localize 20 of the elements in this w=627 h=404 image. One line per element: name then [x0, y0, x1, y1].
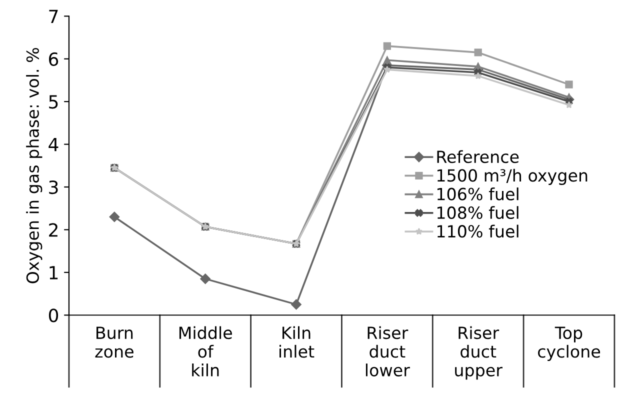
x-tick-label: Riser duct upper — [455, 326, 502, 380]
legend-label: 108% fuel — [437, 206, 518, 219]
x-tick-label: Top cyclone — [538, 326, 600, 362]
x-tick-label: Kiln inlet — [280, 326, 314, 358]
y-axis-title: Oxygen in gas phase: vol. % — [26, 48, 42, 284]
legend-label: 106% fuel — [437, 187, 518, 200]
y-tick-label: 3 — [49, 180, 58, 194]
y-tick-label: 6 — [49, 52, 58, 66]
x-tick-label: Middle of kiln — [179, 326, 232, 376]
legend-label: 1500 m³/h oxygen — [437, 168, 588, 185]
y-tick-label: 4 — [48, 138, 58, 152]
legend-label: Reference — [437, 150, 519, 164]
y-tick-label: 1 — [50, 266, 58, 280]
y-tick-label: 7 — [49, 10, 58, 24]
legend-label: 110% fuel — [437, 224, 518, 238]
x-tick-label: Riser duct lower — [366, 326, 410, 376]
y-tick-label: 5 — [49, 95, 58, 109]
y-tick-label: 0 — [48, 308, 58, 322]
y-tick-label: 2 — [49, 223, 58, 237]
x-tick-label: Burn zone — [95, 326, 134, 358]
